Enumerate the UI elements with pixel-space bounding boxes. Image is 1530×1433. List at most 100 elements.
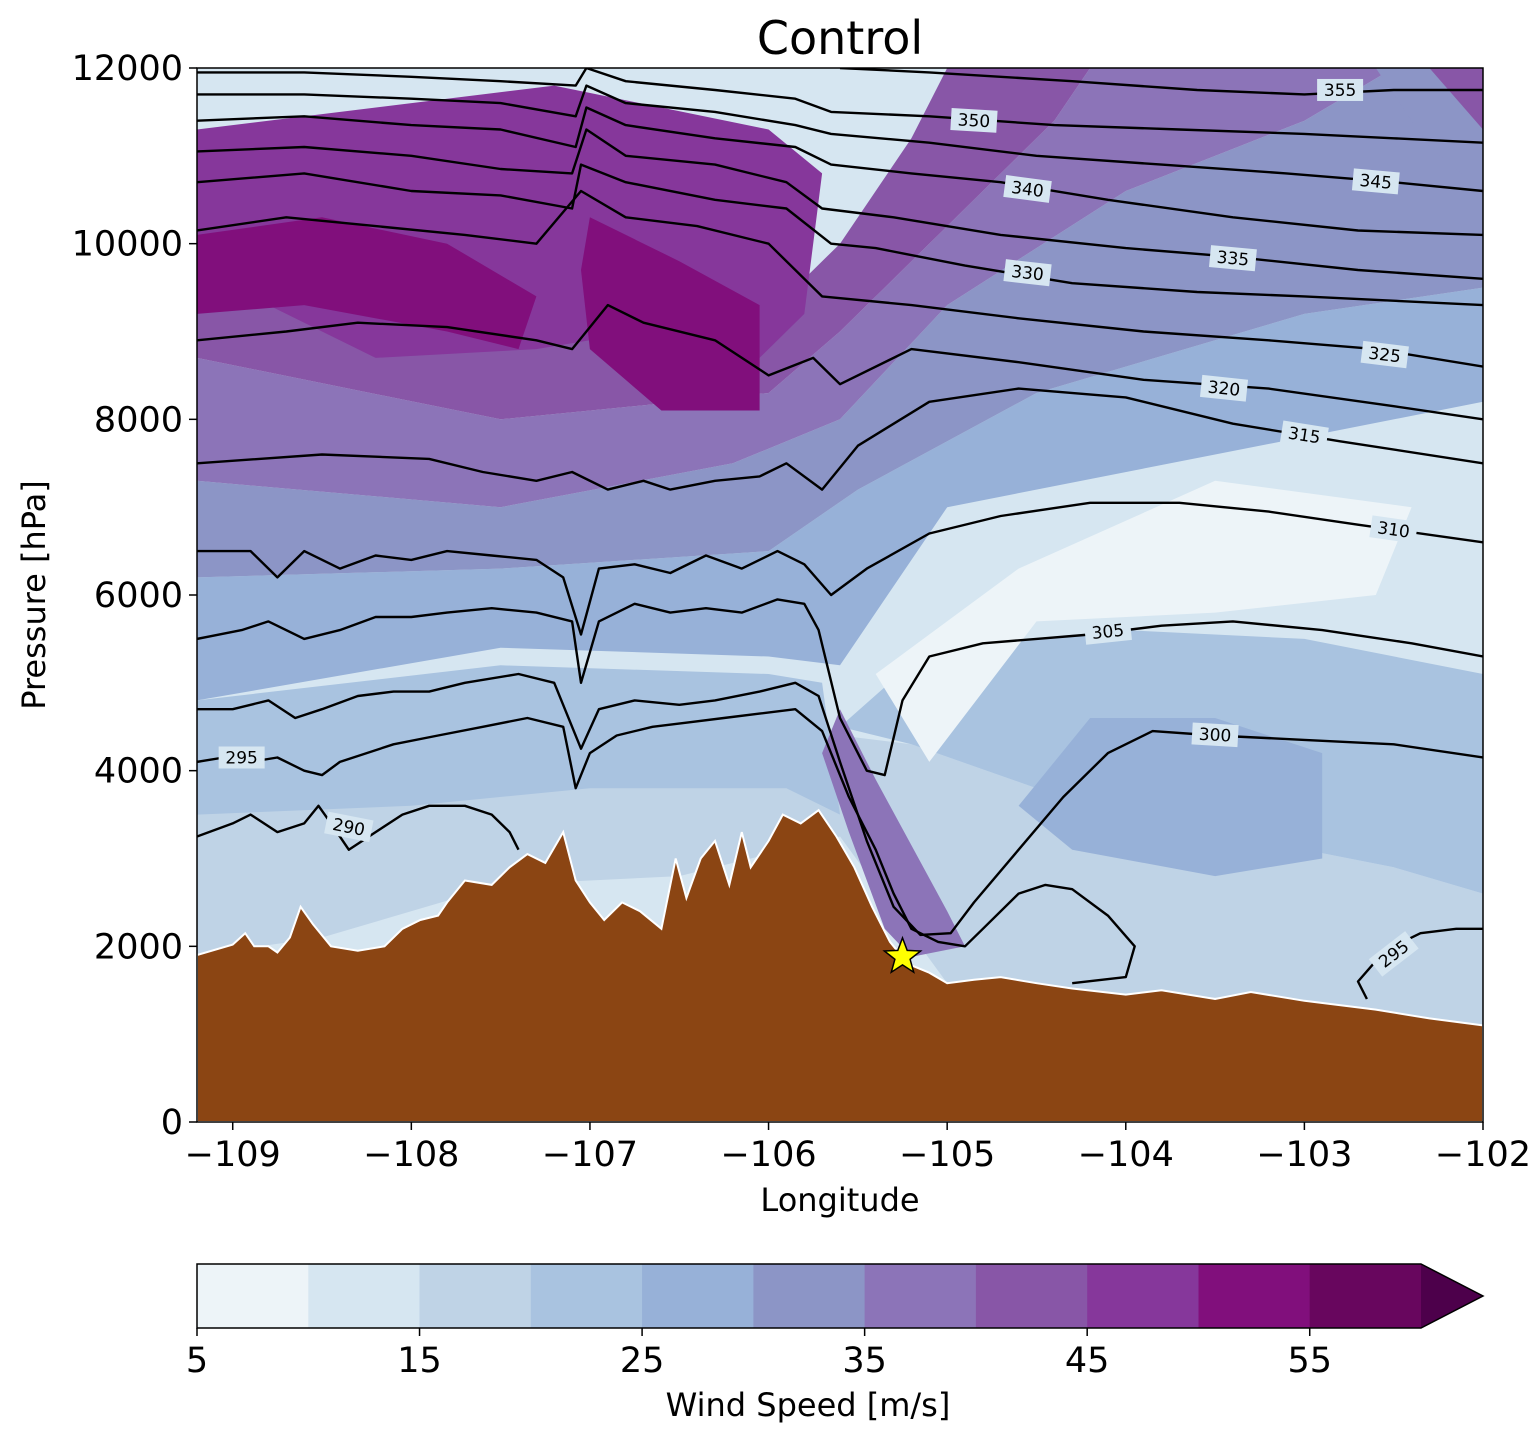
contour-label-bg bbox=[1209, 245, 1257, 272]
colorbar-swatch bbox=[1309, 1264, 1422, 1328]
contour-label: 330 bbox=[1010, 262, 1045, 286]
wind-band-5 bbox=[197, 68, 1483, 578]
colorbar-swatch bbox=[419, 1264, 532, 1328]
y-tick-label: 6000 bbox=[94, 576, 183, 616]
contour-line-290 bbox=[197, 804, 520, 851]
contour-line-325 bbox=[197, 189, 1483, 368]
contour-label-bg bbox=[1317, 78, 1364, 101]
terrain-fill bbox=[197, 808, 1483, 1122]
contour-label: 320 bbox=[1207, 378, 1241, 401]
contour-label-bg bbox=[1083, 618, 1132, 645]
contour-label-bg bbox=[950, 108, 998, 133]
colorbar-extend-arrow bbox=[1421, 1264, 1483, 1328]
colorbar: 5 15 25 35 45 55 bbox=[186, 1263, 1485, 1381]
contour-label: 350 bbox=[957, 110, 991, 132]
colorbar-swatch bbox=[530, 1264, 643, 1328]
y-tick-label: 2000 bbox=[94, 927, 183, 967]
contour-label-bg bbox=[1003, 175, 1052, 203]
colorbar-tick-label: 35 bbox=[842, 1341, 887, 1381]
contour-label-bg bbox=[1351, 168, 1400, 195]
y-tick-label: 8000 bbox=[94, 400, 183, 440]
contour-line-330 bbox=[197, 163, 1483, 307]
contour-line-355 bbox=[839, 68, 1483, 96]
contour-label: 335 bbox=[1216, 248, 1250, 271]
x-tick-label: −102 bbox=[1435, 1135, 1530, 1175]
wind-band-9 bbox=[197, 217, 537, 350]
colorbar-tick-label: 25 bbox=[620, 1341, 665, 1381]
wind-band-3 bbox=[1018, 718, 1323, 877]
x-tick-label: −105 bbox=[899, 1135, 995, 1175]
wind-band-13 bbox=[875, 480, 1412, 762]
chart-title: Control bbox=[757, 11, 923, 65]
colorbar-swatch bbox=[753, 1264, 866, 1328]
contour-label: 310 bbox=[1376, 518, 1411, 542]
wind-band-6 bbox=[197, 68, 1394, 508]
x-tick-label: −107 bbox=[542, 1135, 638, 1175]
contour-label-bg bbox=[218, 746, 265, 769]
contour-label: 300 bbox=[1198, 725, 1232, 747]
colorbar-tick-label: 55 bbox=[1287, 1341, 1332, 1381]
contour-label: 340 bbox=[1010, 178, 1045, 202]
contour-line-295 bbox=[197, 708, 1136, 985]
star-marker bbox=[882, 935, 923, 974]
contour-line-305 bbox=[197, 598, 1483, 777]
contour-line-350 bbox=[197, 68, 1483, 144]
x-tick-label: −103 bbox=[1256, 1135, 1352, 1175]
x-tick-label: −106 bbox=[720, 1135, 816, 1175]
contour-label: 295 bbox=[225, 748, 257, 768]
colorbar-swatch bbox=[642, 1264, 754, 1328]
contour-line-335 bbox=[197, 128, 1483, 280]
contour-label-bg bbox=[1199, 374, 1249, 402]
contour-label-bg bbox=[1191, 722, 1239, 748]
y-axis: 0 2000 4000 6000 8000 10000 12000 bbox=[72, 49, 197, 1143]
contour-label-bg bbox=[1279, 420, 1329, 450]
colorbar-tick-label: 15 bbox=[397, 1341, 442, 1381]
colorbar-tick-label: 45 bbox=[1065, 1341, 1110, 1381]
colorbar-outline bbox=[196, 1263, 1485, 1329]
y-tick-label: 10000 bbox=[72, 225, 183, 265]
colorbar-tick-label: 5 bbox=[186, 1341, 208, 1381]
contour-label-bg bbox=[1360, 340, 1409, 369]
x-axis: −109 −108 −107 −106 −105 −104 −103 −102 bbox=[185, 1122, 1530, 1175]
y-axis-label: Pressure [hPa] bbox=[15, 480, 53, 710]
colorbar-swatch bbox=[864, 1264, 977, 1328]
wind-speed-fill-layer bbox=[197, 68, 1483, 1026]
contour-line-310 bbox=[197, 501, 1483, 636]
colorbar-swatch bbox=[1087, 1264, 1200, 1328]
contour-line-320 bbox=[197, 303, 1483, 421]
wind-band-4 bbox=[197, 287, 1483, 701]
x-axis-label: Longitude bbox=[760, 1181, 919, 1219]
wind-band-1 bbox=[197, 665, 840, 815]
contour-line-345 bbox=[197, 84, 1483, 193]
x-tick-label: −104 bbox=[1078, 1135, 1174, 1175]
contour-label: 315 bbox=[1287, 424, 1322, 449]
marker-layer bbox=[882, 935, 923, 974]
x-tick-label: −108 bbox=[363, 1135, 459, 1175]
contour-label: 325 bbox=[1367, 344, 1402, 368]
y-tick-label: 12000 bbox=[72, 49, 183, 89]
colorbar-swatch bbox=[308, 1264, 421, 1328]
y-tick-label: 4000 bbox=[94, 752, 183, 792]
colorbar-swatch bbox=[1198, 1264, 1311, 1328]
contour-label-bg bbox=[1369, 515, 1419, 544]
contour-line-300 bbox=[197, 672, 1483, 937]
contour-line-315 bbox=[197, 387, 1483, 491]
wind-band-12 bbox=[1429, 68, 1483, 130]
contour-label: 355 bbox=[1324, 81, 1356, 101]
terrain-layer bbox=[197, 808, 1483, 1122]
contour-label-bg bbox=[1003, 259, 1052, 287]
contour-label: 305 bbox=[1091, 621, 1125, 644]
y-tick-label: 0 bbox=[161, 1103, 183, 1143]
contour-line-340 bbox=[197, 106, 1483, 237]
wind-band-14 bbox=[822, 709, 965, 957]
contour-label-bg bbox=[324, 811, 374, 843]
contour-label: 345 bbox=[1359, 171, 1393, 194]
colorbar-swatch bbox=[197, 1264, 309, 1328]
colorbar-label: Wind Speed [m/s] bbox=[666, 1386, 951, 1424]
wind-band-11 bbox=[1375, 68, 1483, 191]
contour-label-bg bbox=[1368, 931, 1419, 977]
x-tick-label: −109 bbox=[185, 1135, 281, 1175]
